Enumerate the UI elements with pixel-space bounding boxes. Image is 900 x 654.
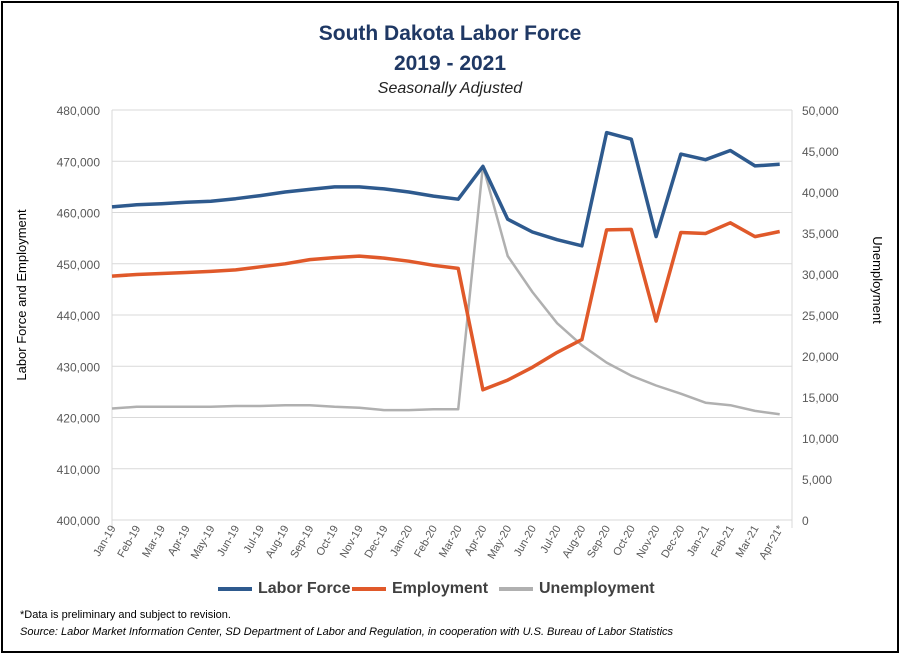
y2-tick-label: 35,000 — [802, 227, 839, 241]
chart-subtitle: Seasonally Adjusted — [377, 80, 523, 97]
legend-employment: Employment — [352, 580, 488, 598]
legend-swatch — [499, 587, 533, 591]
x-tick-label: Feb-19 — [116, 524, 144, 560]
y2-tick-label: 45,000 — [802, 145, 839, 159]
x-tick-label: Feb-20 — [412, 524, 440, 560]
x-tick-label: Apr-19 — [166, 524, 193, 559]
series-line-labor-force — [111, 130, 780, 248]
legend-swatch — [218, 587, 252, 591]
series-line-employment — [111, 221, 781, 392]
y2-tick-label: 15,000 — [802, 391, 839, 405]
y2-tick-label: 40,000 — [802, 186, 839, 200]
x-tick-label: Sep-20 — [585, 524, 613, 561]
legend-swatch — [352, 587, 386, 591]
y-tick-label: 410,000 — [57, 463, 101, 477]
y-axis-title: Labor Force and Employment — [14, 209, 29, 381]
y2-tick-label: 0 — [802, 514, 809, 528]
x-tick-label: Dec-20 — [659, 524, 687, 561]
x-tick-label: Dec-19 — [363, 524, 391, 561]
y-tick-label: 460,000 — [57, 207, 101, 221]
x-tick-label: Jul-19 — [242, 524, 267, 556]
x-tick-label: Apr-21* — [757, 523, 786, 562]
x-tick-label: May-20 — [486, 524, 515, 562]
legend-label: Employment — [392, 580, 489, 597]
y2-axis-title: Unemployment — [870, 236, 885, 324]
legend-label: Labor Force — [258, 580, 351, 597]
y2-tick-label: 30,000 — [802, 268, 839, 282]
y-tick-label: 480,000 — [57, 104, 101, 118]
y-tick-label: 450,000 — [57, 258, 101, 272]
legend-label: Unemployment — [539, 580, 655, 597]
x-tick-label: Jul-20 — [538, 524, 563, 556]
x-tick-label: Feb-21 — [709, 524, 737, 560]
series-line-unemployment — [111, 164, 780, 416]
y-tick-label: 430,000 — [57, 360, 101, 374]
x-tick-label: Mar-20 — [437, 524, 465, 560]
x-tick-label: Sep-19 — [288, 524, 316, 561]
y2-tick-label: 10,000 — [802, 432, 839, 446]
source-note: Source: Labor Market Information Center,… — [20, 626, 674, 638]
x-tick-label: Mar-19 — [140, 524, 168, 560]
footnote: *Data is preliminary and subject to revi… — [20, 609, 231, 621]
x-tick-label: Jun-19 — [215, 524, 242, 559]
x-tick-label: Oct-20 — [611, 524, 638, 559]
x-tick-label: Oct-19 — [314, 524, 341, 559]
y-tick-label: 440,000 — [57, 309, 101, 323]
x-tick-label: Jan-19 — [91, 524, 118, 559]
y2-tick-label: 5,000 — [802, 473, 832, 487]
y2-tick-label: 20,000 — [802, 350, 839, 364]
y-tick-label: 470,000 — [57, 155, 101, 169]
y2-tick-label: 50,000 — [802, 104, 839, 118]
legend-labor-force: Labor Force — [218, 580, 350, 598]
x-tick-label: Jun-20 — [512, 524, 539, 559]
x-tick-label: Jan-21 — [685, 524, 712, 559]
x-tick-label: May-19 — [189, 524, 218, 562]
y-tick-label: 400,000 — [57, 514, 101, 528]
y-tick-label: 420,000 — [57, 412, 101, 426]
legend-unemployment: Unemployment — [499, 580, 655, 598]
chart-title: South Dakota Labor Force — [318, 22, 582, 45]
y2-tick-label: 25,000 — [802, 309, 839, 323]
chart-title-years: 2019 - 2021 — [393, 52, 507, 75]
x-tick-label: Apr-20 — [463, 524, 490, 559]
x-tick-label: Jan-20 — [388, 524, 415, 559]
